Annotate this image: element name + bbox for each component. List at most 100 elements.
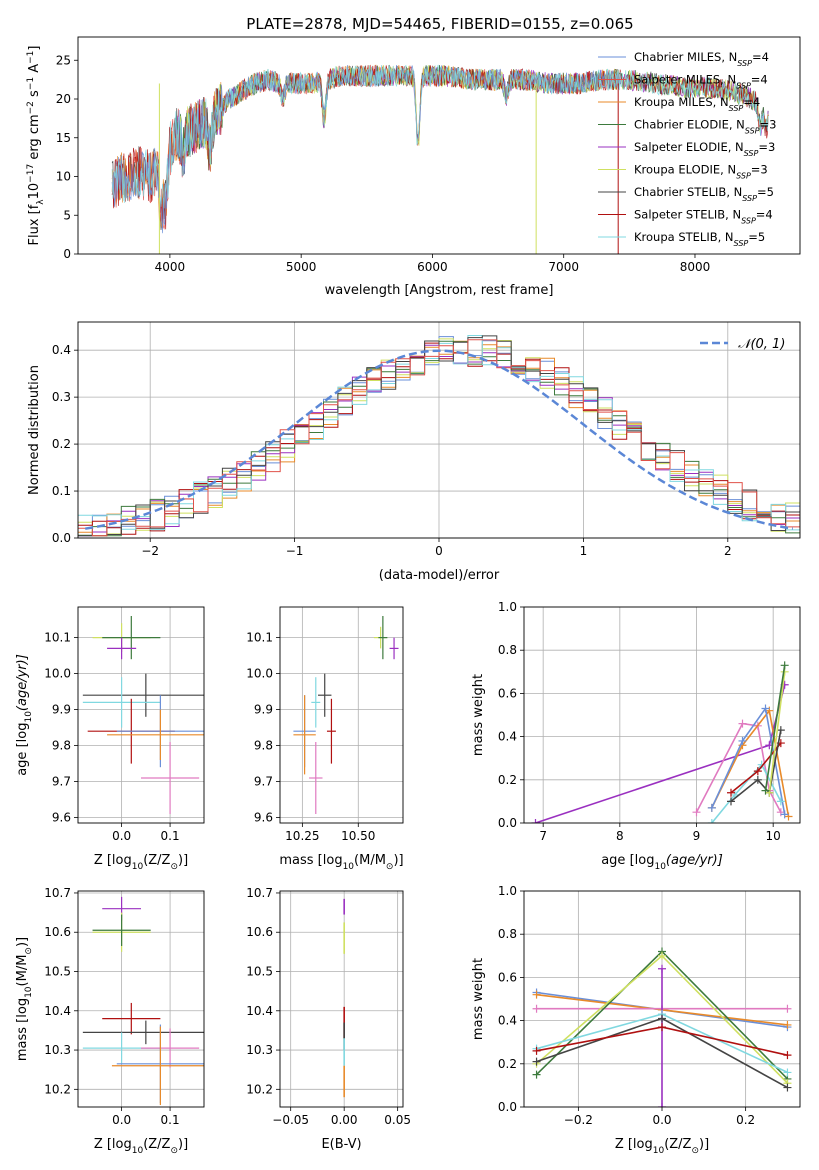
series-line	[535, 684, 786, 823]
y-tick-label: 25	[56, 53, 71, 67]
series-line	[764, 665, 786, 791]
legend-label: Kroupa MILES, NSSP=4	[634, 95, 760, 113]
y-tick-label: 0.4	[498, 1014, 517, 1028]
y-tick-label: 10.0	[246, 667, 273, 681]
x-tick-label: 7000	[548, 260, 579, 274]
x-tick-label: 10.50	[341, 829, 375, 843]
data-point	[82, 1020, 204, 1045]
y-axis-label: Normed distribution	[27, 365, 42, 495]
axes-frame	[523, 890, 801, 1108]
y-tick-label: 9.8	[52, 739, 71, 753]
series-marker	[658, 1103, 666, 1107]
y-axis-label: age [log10(age/yr)]	[15, 654, 34, 776]
series-marker	[738, 719, 747, 728]
data-point	[293, 695, 316, 775]
y-axis-label: mass [log10(M/M⊙)]	[15, 937, 34, 1061]
legend-label: 𝒩(0, 1)	[738, 337, 785, 352]
histograms	[78, 335, 800, 537]
series-salpeter_stelib	[727, 739, 785, 797]
x-tick-label: 10	[766, 829, 781, 843]
residuals-panel: −2 −1 0 1 2 0.0 0.1 0.2 0.3 0.4 𝒩(0, 1) (data-model…	[27, 321, 801, 583]
x-tick-label: 9	[693, 829, 701, 843]
series-marker	[783, 1004, 792, 1013]
x-tick-label: 0.0	[112, 1113, 131, 1127]
series-marker	[776, 797, 785, 806]
age_vs_z-panel: 0.0 0.1 9.6 9.7 9.8 9.9 10.0 10.1 Z [log10(Z/Z⊙)…	[15, 606, 205, 872]
series-kroupa_elodie	[532, 951, 792, 1088]
x-tick-label: 0.0	[652, 1113, 671, 1127]
y-tick-label: 9.7	[52, 775, 71, 789]
data-point	[309, 742, 323, 814]
series-marker	[727, 788, 735, 797]
y-tick-label: 0.4	[498, 730, 517, 744]
x-tick-label: −0.05	[272, 1113, 309, 1127]
y-tick-label: 10.6	[246, 925, 273, 939]
y-tick-label: 0.2	[498, 773, 517, 787]
figure-title: PLATE=2878, MJD=54465, FIBERID=0155, z=0…	[246, 15, 633, 33]
mass_vs_ebv-panel: −0.05 0.00 0.05 10.2 10.3 10.4 10.5 10.6 10.7 E(B…	[246, 886, 411, 1152]
y-tick-label: 10.2	[44, 1082, 71, 1096]
legend-label: Kroupa ELODIE, NSSP=3	[634, 163, 768, 181]
y-tick-label: 10.6	[44, 925, 71, 939]
x-tick-label: −1	[286, 544, 304, 558]
series-marker	[783, 1051, 792, 1060]
data-points	[82, 616, 204, 814]
series-marker	[532, 990, 541, 999]
data-point	[141, 742, 200, 814]
series-pink	[692, 719, 785, 817]
data-point	[102, 616, 161, 660]
x-axis-label: mass [log10(M/M⊙)]	[279, 853, 403, 872]
y-tick-label: 10.2	[246, 1082, 273, 1096]
x-axis-label: Z [log10(Z/Z⊙)]	[615, 1137, 709, 1156]
series-marker	[658, 1023, 666, 1032]
y-tick-label: 0.2	[52, 437, 71, 451]
series-salpeter_stelib	[532, 1023, 792, 1060]
spectrum-chabrier_miles	[111, 64, 619, 234]
series-marker	[780, 661, 789, 670]
y-tick-label: 0.2	[498, 1057, 517, 1071]
axes-frame	[77, 606, 205, 824]
data-point	[311, 677, 321, 728]
series-marker	[532, 1070, 541, 1079]
legend-label: Chabrier ELODIE, NSSP=3	[634, 118, 776, 136]
y-tick-label: 9.9	[254, 703, 273, 717]
y-tick-label: 15	[56, 131, 71, 145]
x-tick-label: 4000	[155, 260, 186, 274]
age_vs_mass-panel: 10.25 10.50 9.6 9.7 9.8 9.9 10.0 10.1 mass [log1…	[246, 606, 404, 872]
data-point	[111, 1026, 204, 1106]
x-axis-label: age [log10(age/yr)]	[601, 853, 723, 872]
x-tick-label: 8000	[680, 260, 711, 274]
x-tick-label: 0.1	[161, 829, 180, 843]
data-point	[92, 914, 151, 946]
series-marker	[761, 786, 770, 795]
legend-label: Kroupa STELIB, NSSP=5	[634, 230, 765, 248]
series-chabrier_stelib	[532, 1014, 792, 1092]
y-tick-label: 10.1	[246, 631, 273, 645]
y-tick-label: 9.9	[52, 703, 71, 717]
y-tick-label: 10.4	[246, 1004, 273, 1018]
weight-lines	[532, 947, 792, 1107]
series-marker	[738, 736, 747, 745]
y-tick-label: 0.3	[52, 390, 71, 404]
x-axis-label: E(B-V)	[321, 1137, 361, 1152]
data-points	[293, 616, 399, 814]
data-point	[102, 1002, 161, 1035]
axes-frame	[523, 606, 801, 824]
x-tick-label: −2	[141, 544, 159, 558]
x-axis-label: wavelength [Angstrom, rest frame]	[325, 283, 554, 298]
y-tick-label: 5	[63, 208, 71, 222]
data-point	[378, 616, 388, 660]
series-salpeter_elodie	[531, 680, 789, 823]
series-marker	[776, 726, 785, 735]
weight_vs_age-panel: 7 8 9 10 0.0 0.2 0.4 0.6 0.8 1.0 age [log10(age/yr…	[471, 600, 801, 872]
axes-frame	[77, 890, 205, 1108]
series-marker	[727, 797, 735, 806]
series-marker	[532, 1046, 541, 1055]
series-marker	[784, 812, 793, 821]
series-marker	[658, 1014, 666, 1023]
series-marker	[783, 1068, 792, 1077]
y-tick-label: 10.7	[44, 886, 71, 900]
normal-curve	[84, 349, 794, 530]
y-tick-label: 0.8	[498, 927, 517, 941]
